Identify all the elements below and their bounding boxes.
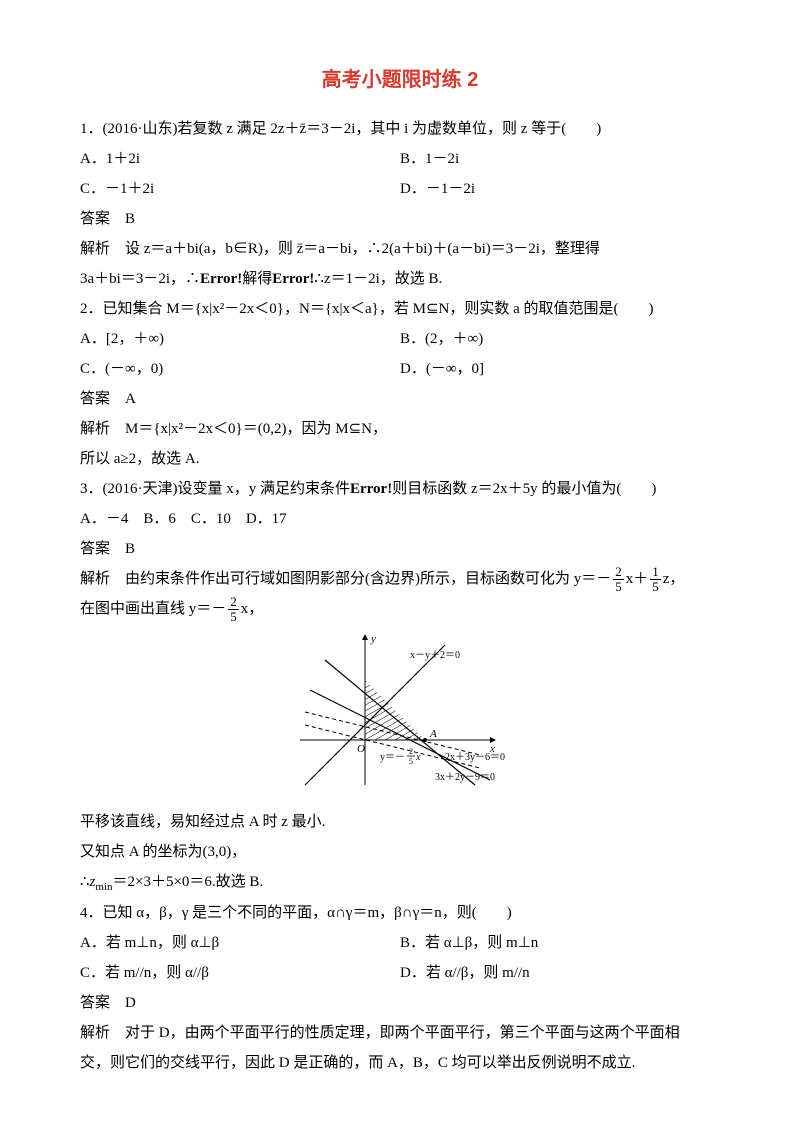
t: 则目标函数 z＝2x＋5y 的最小值为( ) <box>392 481 656 497</box>
t: 在图中画出直线 y＝－ <box>80 601 226 617</box>
t: z， <box>663 571 685 587</box>
q2-opt-d: D．(－∞，0] <box>400 354 720 384</box>
q3-explain-2: 在图中画出直线 y＝－25x， <box>80 594 720 624</box>
q3-explain-1: 解析 由约束条件作出可行域如图阴影部分(含边界)所示，目标函数可化为 y＝－25… <box>80 564 720 594</box>
t: 3a＋bi＝3－2i，∴ <box>80 271 200 287</box>
q4-explain-1: 解析 对于 D，由两个平面平行的性质定理，即两个平面平行，第三个平面与这两个平面… <box>80 1018 720 1048</box>
q1-explain-2: 3a＋bi＝3－2i，∴Error!解得Error!∴z＝1－2i，故选 B. <box>80 264 720 294</box>
q4-explain-2: 交，则它们的交线平行，因此 D 是正确的，而 A，B，C 均可以举出反例说明不成… <box>80 1048 720 1078</box>
q4-options-row2: C．若 m//n，则 α//β D．若 α//β，则 m//n <box>80 958 720 988</box>
q3-explain-3: 平移该直线，易知经过点 A 时 z 最小. <box>80 807 720 837</box>
origin-label: O <box>357 743 365 755</box>
q2-options-row1: A．[2，＋∞) B．(2，＋∞) <box>80 324 720 354</box>
q3-explain-5: ∴zmin＝2×3＋5×0＝6.故选 B. <box>80 867 720 898</box>
q1-options-row2: C．－1＋2i D．－1－2i <box>80 174 720 204</box>
q2-opt-c: C．(－∞，0) <box>80 354 400 384</box>
q3-explain-4: 又知点 A 的坐标为(3,0)， <box>80 837 720 867</box>
q4-options-row1: A．若 m⊥n，则 α⊥β B．若 α⊥β，则 m⊥n <box>80 928 720 958</box>
svg-text:x: x <box>415 752 421 763</box>
q2-opt-a: A．[2，＋∞) <box>80 324 400 354</box>
svg-text:x－y＋2＝0: x－y＋2＝0 <box>410 650 460 661</box>
q2-opt-b: B．(2，＋∞) <box>400 324 720 354</box>
q1-explain-1: 解析 设 z＝a＋bi(a，b∈R)，则 z̄＝a－bi，∴2(a＋bi)＋(a… <box>80 234 720 264</box>
q2-explain-1: 解析 M＝{x|x²－2x＜0}＝(0,2)，因为 M⊆N， <box>80 414 720 444</box>
t: x， <box>241 601 264 617</box>
q3-stem: 3．(2016·天津)设变量 x，y 满足约束条件Error!则目标函数 z＝2… <box>80 474 720 504</box>
q3-answer: 答案 B <box>80 534 720 564</box>
svg-text:5: 5 <box>409 757 413 766</box>
q4-answer: 答案 D <box>80 988 720 1018</box>
q2-stem: 2．已知集合 M＝{x|x²－2x＜0}，N＝{x|x＜a}，若 M⊆N，则实数… <box>80 294 720 324</box>
t: 3．(2016·天津)设变量 x，y 满足约束条件 <box>80 481 350 497</box>
t: ∴z＝1－2i，故选 B. <box>314 271 442 287</box>
svg-text:3x＋2y－9＝0: 3x＋2y－9＝0 <box>435 772 495 783</box>
q4-opt-d: D．若 α//β，则 m//n <box>400 958 720 988</box>
fraction-2-5: 25 <box>613 565 624 593</box>
q4-opt-b: B．若 α⊥β，则 m⊥n <box>400 928 720 958</box>
fraction-2-5: 25 <box>228 595 239 623</box>
q4-opt-a: A．若 m⊥n，则 α⊥β <box>80 928 400 958</box>
svg-text:A: A <box>429 728 437 740</box>
q1-opt-d: D．－1－2i <box>400 174 720 204</box>
fraction-1-5: 15 <box>650 565 661 593</box>
svg-text:y＝－: y＝－ <box>380 752 405 763</box>
t: x＋ <box>626 571 649 587</box>
q2-answer: 答案 A <box>80 384 720 414</box>
q3-options: A．－4 B．6 C．10 D．17 <box>80 504 720 534</box>
q2-options-row2: C．(－∞，0) D．(－∞，0] <box>80 354 720 384</box>
svg-text:y: y <box>370 633 376 645</box>
error-text: Error! <box>350 481 392 497</box>
q1-opt-a: A．1＋2i <box>80 144 400 174</box>
t: 解析 由约束条件作出可行域如图阴影部分(含边界)所示，目标函数可化为 y＝－ <box>80 571 611 587</box>
q1-options-row1: A．1＋2i B．1－2i <box>80 144 720 174</box>
q2-explain-2: 所以 a≥2，故选 A. <box>80 444 720 474</box>
q1-opt-c: C．－1＋2i <box>80 174 400 204</box>
t: 解得 <box>242 271 272 287</box>
feasible-region-diagram: O x y x－y＋2＝0 2x＋3y－6＝0 3x＋2y－9＝0 y＝－ 2 … <box>295 630 505 790</box>
q4-stem: 4．已知 α，β，γ 是三个不同的平面，α∩γ＝m，β∩γ＝n，则( ) <box>80 898 720 928</box>
q1-stem: 1．(2016·山东)若复数 z 满足 2z＋z̄＝3－2i，其中 i 为虚数单… <box>80 114 720 144</box>
error-text: Error! <box>272 271 314 287</box>
q1-answer: 答案 B <box>80 204 720 234</box>
q1-opt-b: B．1－2i <box>400 144 720 174</box>
svg-text:2: 2 <box>409 747 413 756</box>
q3-figure: O x y x－y＋2＝0 2x＋3y－6＝0 3x＋2y－9＝0 y＝－ 2 … <box>80 630 720 801</box>
error-text: Error! <box>200 271 242 287</box>
q4-opt-c: C．若 m//n，则 α//β <box>80 958 400 988</box>
page-title: 高考小题限时练 2 <box>80 60 720 100</box>
